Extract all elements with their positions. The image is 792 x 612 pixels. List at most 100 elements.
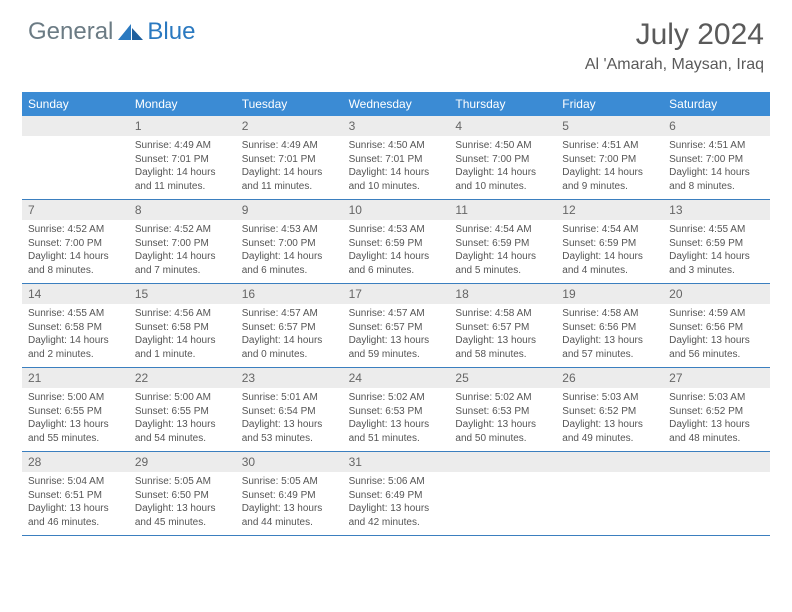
sunrise-line: Sunrise: 4:50 AM xyxy=(349,139,444,153)
daylight-line: Daylight: 14 hours and 11 minutes. xyxy=(135,166,230,193)
day-cell: 4Sunrise: 4:50 AMSunset: 7:00 PMDaylight… xyxy=(449,116,556,199)
day-number: 31 xyxy=(343,452,450,472)
sunset-line: Sunset: 6:49 PM xyxy=(242,489,337,503)
day-cell: 26Sunrise: 5:03 AMSunset: 6:52 PMDayligh… xyxy=(556,368,663,451)
day-details: Sunrise: 5:00 AMSunset: 6:55 PMDaylight:… xyxy=(22,388,129,451)
sunset-line: Sunset: 6:55 PM xyxy=(28,405,123,419)
day-cell: 20Sunrise: 4:59 AMSunset: 6:56 PMDayligh… xyxy=(663,284,770,367)
day-details: Sunrise: 4:49 AMSunset: 7:01 PMDaylight:… xyxy=(236,136,343,199)
day-details: Sunrise: 5:02 AMSunset: 6:53 PMDaylight:… xyxy=(449,388,556,451)
sunrise-line: Sunrise: 5:06 AM xyxy=(349,475,444,489)
day-details: Sunrise: 4:53 AMSunset: 7:00 PMDaylight:… xyxy=(236,220,343,283)
day-details: Sunrise: 4:58 AMSunset: 6:56 PMDaylight:… xyxy=(556,304,663,367)
sunrise-line: Sunrise: 4:55 AM xyxy=(28,307,123,321)
weekday-label: Sunday xyxy=(22,92,129,116)
daylight-line: Daylight: 13 hours and 51 minutes. xyxy=(349,418,444,445)
sunrise-line: Sunrise: 4:58 AM xyxy=(455,307,550,321)
day-cell xyxy=(22,116,129,199)
day-details: Sunrise: 5:04 AMSunset: 6:51 PMDaylight:… xyxy=(22,472,129,535)
sunset-line: Sunset: 6:51 PM xyxy=(28,489,123,503)
daylight-line: Daylight: 14 hours and 8 minutes. xyxy=(28,250,123,277)
weekday-label: Wednesday xyxy=(343,92,450,116)
daylight-line: Daylight: 14 hours and 0 minutes. xyxy=(242,334,337,361)
day-number: 17 xyxy=(343,284,450,304)
day-cell: 16Sunrise: 4:57 AMSunset: 6:57 PMDayligh… xyxy=(236,284,343,367)
day-cell: 10Sunrise: 4:53 AMSunset: 6:59 PMDayligh… xyxy=(343,200,450,283)
day-details: Sunrise: 4:56 AMSunset: 6:58 PMDaylight:… xyxy=(129,304,236,367)
day-details xyxy=(556,472,663,528)
day-cell xyxy=(449,452,556,535)
day-details xyxy=(449,472,556,528)
day-cell: 24 Sunrise: 5:02 AMSunset: 6:53 PMDayligh… xyxy=(343,368,450,451)
day-details: Sunrise: 4:57 AMSunset: 6:57 PMDaylight:… xyxy=(236,304,343,367)
day-details: Sunrise: 4:52 AMSunset: 7:00 PMDaylight:… xyxy=(22,220,129,283)
sunset-line: Sunset: 7:00 PM xyxy=(135,237,230,251)
day-cell: 21Sunrise: 5:00 AMSunset: 6:55 PMDayligh… xyxy=(22,368,129,451)
sunrise-line: Sunrise: 5:03 AM xyxy=(562,391,657,405)
daylight-line: Daylight: 14 hours and 7 minutes. xyxy=(135,250,230,277)
day-number: 22 xyxy=(129,368,236,388)
day-cell: 12Sunrise: 4:54 AMSunset: 6:59 PMDayligh… xyxy=(556,200,663,283)
day-details: Sunrise: 5:01 AMSunset: 6:54 PMDaylight:… xyxy=(236,388,343,451)
daylight-line: Daylight: 14 hours and 6 minutes. xyxy=(242,250,337,277)
page-header: General Blue July 2024 Al 'Amarah, Maysa… xyxy=(0,0,792,82)
day-details: Sunrise: 5:03 AMSunset: 6:52 PMDaylight:… xyxy=(556,388,663,451)
day-details: Sunrise: 4:51 AMSunset: 7:00 PMDaylight:… xyxy=(556,136,663,199)
week-row: 7Sunrise: 4:52 AMSunset: 7:00 PMDaylight… xyxy=(22,200,770,284)
daylight-line: Daylight: 14 hours and 1 minute. xyxy=(135,334,230,361)
day-number: 8 xyxy=(129,200,236,220)
daylight-line: Daylight: 14 hours and 8 minutes. xyxy=(669,166,764,193)
daylight-line: Daylight: 13 hours and 46 minutes. xyxy=(28,502,123,529)
daylight-line: Daylight: 14 hours and 5 minutes. xyxy=(455,250,550,277)
day-cell: 17Sunrise: 4:57 AMSunset: 6:57 PMDayligh… xyxy=(343,284,450,367)
sunrise-line: Sunrise: 5:03 AM xyxy=(669,391,764,405)
sunrise-line: Sunrise: 4:51 AM xyxy=(669,139,764,153)
sunrise-line: Sunrise: 4:50 AM xyxy=(455,139,550,153)
week-row: 21Sunrise: 5:00 AMSunset: 6:55 PMDayligh… xyxy=(22,368,770,452)
day-cell: 25Sunrise: 5:02 AMSunset: 6:53 PMDayligh… xyxy=(449,368,556,451)
location-label: Al 'Amarah, Maysan, Iraq xyxy=(585,56,764,74)
day-number: 6 xyxy=(663,116,770,136)
daylight-line: Daylight: 13 hours and 59 minutes. xyxy=(349,334,444,361)
sunset-line: Sunset: 6:50 PM xyxy=(135,489,230,503)
week-row: 1Sunrise: 4:49 AMSunset: 7:01 PMDaylight… xyxy=(22,116,770,200)
daylight-line: Daylight: 13 hours and 57 minutes. xyxy=(562,334,657,361)
sunset-line: Sunset: 7:00 PM xyxy=(669,153,764,167)
day-cell: 27Sunrise: 5:03 AMSunset: 6:52 PMDayligh… xyxy=(663,368,770,451)
day-cell: 3Sunrise: 4:50 AMSunset: 7:01 PMDaylight… xyxy=(343,116,450,199)
sunset-line: Sunset: 6:54 PM xyxy=(242,405,337,419)
brand-text-general: General xyxy=(28,18,113,46)
day-details: Sunrise: 4:53 AMSunset: 6:59 PMDaylight:… xyxy=(343,220,450,283)
day-number: 20 xyxy=(663,284,770,304)
day-number: 24 xyxy=(343,368,450,388)
sunset-line: Sunset: 6:49 PM xyxy=(349,489,444,503)
calendar: SundayMondayTuesdayWednesdayThursdayFrid… xyxy=(22,92,770,536)
day-details: Sunrise: 4:51 AMSunset: 7:00 PMDaylight:… xyxy=(663,136,770,199)
sunrise-line: Sunrise: 4:59 AM xyxy=(669,307,764,321)
day-number: 28 xyxy=(22,452,129,472)
sunset-line: Sunset: 6:53 PM xyxy=(349,405,444,419)
day-number: 10 xyxy=(343,200,450,220)
day-number: 25 xyxy=(449,368,556,388)
sunrise-line: Sunrise: 4:53 AM xyxy=(349,223,444,237)
sunrise-line: Sunrise: 4:52 AM xyxy=(28,223,123,237)
day-number: 11 xyxy=(449,200,556,220)
day-details: Sunrise: 4:57 AMSunset: 6:57 PMDaylight:… xyxy=(343,304,450,367)
weekday-header-row: SundayMondayTuesdayWednesdayThursdayFrid… xyxy=(22,92,770,116)
sunset-line: Sunset: 7:00 PM xyxy=(562,153,657,167)
day-details xyxy=(22,136,129,192)
sunrise-line: Sunrise: 5:02 AM xyxy=(349,391,444,405)
month-title: July 2024 xyxy=(585,18,764,52)
daylight-line: Daylight: 13 hours and 55 minutes. xyxy=(28,418,123,445)
weekday-label: Monday xyxy=(129,92,236,116)
day-number: 9 xyxy=(236,200,343,220)
sunset-line: Sunset: 6:59 PM xyxy=(349,237,444,251)
day-cell: 11Sunrise: 4:54 AMSunset: 6:59 PMDayligh… xyxy=(449,200,556,283)
sunset-line: Sunset: 6:56 PM xyxy=(562,321,657,335)
day-number: 27 xyxy=(663,368,770,388)
weekday-label: Friday xyxy=(556,92,663,116)
day-number: 12 xyxy=(556,200,663,220)
daylight-line: Daylight: 14 hours and 6 minutes. xyxy=(349,250,444,277)
daylight-line: Daylight: 13 hours and 53 minutes. xyxy=(242,418,337,445)
sunset-line: Sunset: 6:57 PM xyxy=(349,321,444,335)
